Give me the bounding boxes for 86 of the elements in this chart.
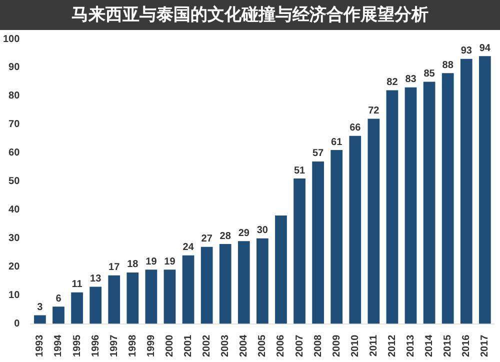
chart-title: 马来西亚与泰国的文化碰撞与经济合作展望分析 (0, 0, 500, 30)
x-tick-label: 1998 (127, 334, 138, 358)
bar (478, 56, 491, 324)
data-label: 27 (201, 234, 213, 245)
x-tick-label: 2009 (331, 334, 342, 358)
x-tick-label: 2016 (461, 334, 472, 358)
data-label: 57 (312, 148, 324, 160)
data-label: 18 (127, 259, 139, 270)
bar (108, 275, 120, 324)
bar (126, 272, 139, 324)
x-tick-label: 2010 (350, 334, 361, 358)
x-tick-label: 2013 (406, 334, 417, 358)
y-tick-label: 10 (8, 290, 20, 302)
data-label: 3 (37, 302, 44, 313)
y-tick-label: 50 (8, 176, 20, 188)
data-label: 13 (90, 273, 102, 284)
y-tick-label: 80 (8, 90, 20, 102)
x-tick-label: 2011 (368, 334, 380, 356)
x-tick-label: 2014 (424, 334, 436, 358)
x-tick-label: 2005 (257, 334, 268, 358)
bar (368, 118, 380, 324)
data-label: 17 (108, 262, 120, 274)
bar (386, 90, 398, 324)
bar (52, 306, 64, 324)
x-tick-label: 1994 (53, 334, 64, 358)
bar (349, 136, 362, 324)
x-tick-label: 2012 (386, 334, 398, 358)
bar (423, 82, 436, 324)
bar (219, 244, 232, 324)
bar (34, 315, 46, 324)
y-tick-label: 40 (8, 204, 20, 216)
data-label: 93 (460, 46, 472, 57)
data-label: 24 (182, 242, 194, 254)
x-tick-label: 2000 (164, 334, 176, 358)
bar (71, 292, 83, 324)
bar (256, 238, 268, 324)
x-tick-label: 2015 (442, 334, 454, 358)
data-label: 30 (256, 225, 268, 236)
y-tick-label: 70 (8, 119, 20, 130)
x-tick-label: 2008 (312, 334, 324, 358)
x-tick-label: 2002 (202, 334, 213, 358)
x-tick-label: 1993 (34, 334, 46, 358)
data-label: 94 (479, 42, 491, 54)
bar (275, 216, 287, 324)
x-tick-label: 2006 (276, 334, 287, 358)
y-tick-label: 30 (8, 233, 20, 244)
bar (330, 150, 343, 324)
bar (238, 241, 250, 324)
x-tick-label: 1995 (72, 334, 83, 358)
y-tick-label: 100 (2, 34, 20, 45)
bar (164, 270, 176, 324)
y-tick-label: 60 (8, 148, 20, 159)
data-label: 61 (331, 136, 343, 148)
data-label: 82 (386, 77, 398, 88)
data-label: 72 (368, 105, 380, 116)
data-label: 85 (424, 68, 436, 80)
data-label: 6 (56, 293, 62, 304)
x-tick-label: 1996 (90, 334, 102, 358)
data-label: 19 (164, 256, 176, 268)
y-tick-label: 0 (14, 318, 20, 330)
data-label: 66 (350, 122, 362, 134)
bar (294, 178, 306, 324)
data-label: 19 (146, 256, 158, 268)
data-label: 29 (238, 228, 250, 239)
x-tick-label: 2004 (238, 334, 250, 358)
y-tick-label: 90 (8, 62, 20, 74)
bar (200, 246, 213, 324)
bar (182, 255, 194, 324)
bar (442, 73, 454, 324)
bar (90, 286, 102, 324)
data-label: 11 (72, 279, 83, 290)
x-tick-label: 2007 (294, 334, 306, 358)
bar (460, 58, 472, 324)
data-label: 83 (405, 74, 417, 86)
data-label: 28 (220, 230, 232, 242)
data-label: 51 (294, 165, 306, 176)
bar (312, 161, 324, 324)
x-tick-label: 1997 (108, 334, 120, 358)
bar (145, 270, 158, 324)
x-tick-label: 2003 (220, 334, 232, 358)
x-tick-label: 2001 (183, 334, 194, 358)
data-label: 88 (442, 60, 454, 71)
x-tick-label: 1999 (146, 334, 157, 358)
x-tick-label: 2017 (480, 334, 491, 358)
bar (404, 87, 417, 324)
y-tick-label: 20 (8, 262, 20, 273)
